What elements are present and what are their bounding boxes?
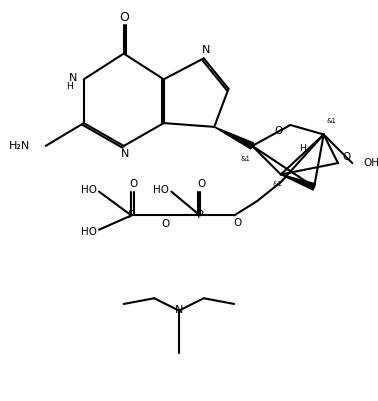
Polygon shape: [281, 174, 315, 190]
Text: O: O: [161, 219, 170, 229]
Text: HO: HO: [81, 227, 97, 237]
Text: OH: OH: [364, 158, 378, 168]
Text: N: N: [69, 73, 77, 83]
Text: P: P: [128, 211, 135, 221]
Text: &1: &1: [326, 118, 336, 124]
Text: H: H: [299, 144, 306, 153]
Text: O: O: [233, 218, 241, 228]
Text: O: O: [275, 126, 283, 136]
Text: N: N: [201, 45, 210, 55]
Text: HO: HO: [153, 185, 169, 195]
Text: H₂N: H₂N: [9, 141, 31, 151]
Text: HO: HO: [81, 185, 97, 195]
Text: O: O: [129, 179, 138, 189]
Text: &1: &1: [241, 156, 251, 162]
Polygon shape: [214, 127, 254, 149]
Text: P: P: [197, 211, 203, 221]
Text: N: N: [121, 150, 129, 160]
Text: O: O: [119, 11, 129, 24]
Text: O: O: [342, 152, 351, 162]
Text: N: N: [175, 305, 183, 315]
Text: H: H: [66, 82, 73, 91]
Text: O: O: [198, 179, 206, 189]
Text: &1: &1: [273, 181, 283, 187]
